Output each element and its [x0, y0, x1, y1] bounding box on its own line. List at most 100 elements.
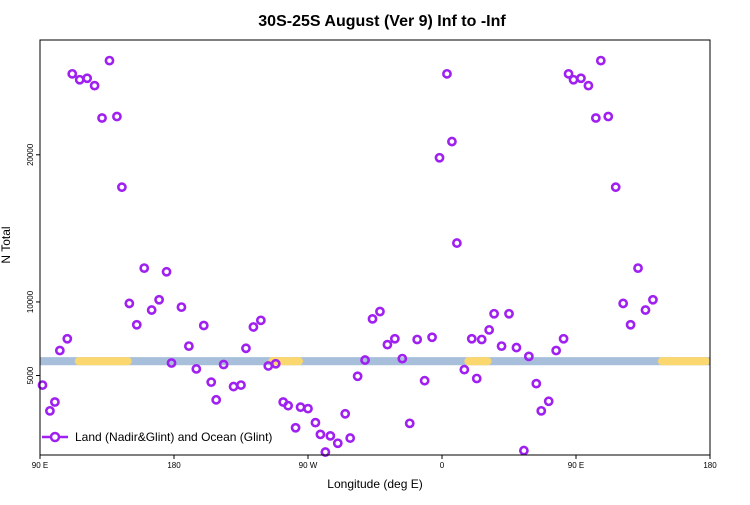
data-point [434, 152, 445, 163]
data-point [504, 308, 514, 319]
data-point [67, 68, 78, 79]
data-point [116, 182, 127, 193]
data-point [332, 438, 343, 449]
data-point [412, 334, 423, 345]
data-point [263, 361, 274, 371]
data-point [603, 111, 614, 122]
data-point [320, 447, 331, 457]
band-highlight-3 [657, 357, 710, 366]
data-point [536, 405, 547, 416]
data-point [218, 359, 229, 370]
data-point [360, 355, 370, 365]
x-tick-label: 180 [167, 461, 181, 470]
data-point [466, 333, 477, 344]
data-point [166, 358, 177, 368]
data-point [325, 430, 336, 441]
data-point [283, 400, 294, 411]
data-point [236, 380, 246, 390]
data-point [389, 333, 400, 344]
data-point [595, 55, 606, 66]
data-point [303, 403, 313, 414]
data-points [37, 55, 658, 457]
data-point [198, 320, 209, 331]
data-point [633, 263, 643, 274]
data-point [248, 322, 259, 332]
data-point [404, 418, 415, 429]
data-point [211, 394, 222, 405]
data-point [558, 333, 569, 344]
data-point [241, 343, 251, 354]
y-tick-label: 20000 [26, 143, 35, 166]
data-point [124, 298, 135, 309]
data-point [543, 396, 554, 407]
x-tick-label: 90 E [32, 461, 48, 470]
data-point [154, 294, 165, 305]
y-axis-label: N Total [0, 226, 13, 263]
y-tick-label: 10000 [26, 290, 35, 313]
data-point [74, 74, 85, 85]
data-point [104, 55, 115, 66]
data-point [551, 345, 562, 356]
data-point [610, 182, 621, 193]
data-point [459, 364, 470, 375]
data-point [183, 341, 194, 351]
x-tick-label: 180 [703, 461, 717, 470]
data-point [563, 68, 574, 79]
data-point [625, 319, 636, 330]
legend-marker-swatch [49, 431, 61, 443]
data-point [340, 408, 351, 419]
data-point [295, 402, 306, 413]
data-point [112, 111, 122, 122]
data-point [367, 313, 378, 324]
x-axis-ticks: 90 E 180 90 W 0 90 E 180 [32, 455, 717, 470]
data-point [206, 377, 217, 388]
data-point [511, 342, 522, 353]
data-point [228, 381, 239, 392]
data-point [618, 298, 629, 309]
plot-frame [39, 39, 711, 456]
data-point [518, 445, 529, 456]
data-band [40, 357, 710, 366]
data-point [427, 332, 437, 343]
data-point [531, 378, 542, 389]
band-base [40, 357, 710, 366]
data-point [375, 306, 385, 317]
x-tick-label: 0 [440, 461, 445, 470]
data-point [49, 397, 60, 407]
data-point [255, 315, 266, 326]
chart-title: 30S-25S August (Ver 9) Inf to -Inf [258, 13, 506, 30]
data-point [523, 351, 534, 362]
data-point [476, 334, 487, 345]
data-point [419, 375, 430, 386]
data-point [176, 302, 187, 313]
data-point [590, 113, 601, 123]
data-point [82, 73, 93, 84]
data-point [290, 422, 301, 433]
data-point [131, 319, 142, 330]
data-point [442, 68, 452, 79]
data-point [37, 380, 48, 390]
y-axis-ticks: 5000 10000 20000 [26, 143, 40, 384]
data-point [315, 429, 326, 440]
x-tick-label: 90 E [568, 461, 584, 470]
data-point [471, 373, 482, 384]
data-point [270, 358, 281, 369]
data-point [146, 305, 157, 315]
data-point [54, 345, 65, 356]
y-tick-label: 5000 [26, 366, 35, 384]
data-point [345, 433, 356, 443]
data-point [191, 364, 202, 374]
data-point [139, 263, 150, 274]
x-tick-label: 90 W [299, 461, 318, 470]
data-point [496, 341, 507, 351]
legend: Land (Nadir&Glint) and Ocean (Glint) [42, 430, 272, 444]
data-point [568, 74, 579, 85]
data-point [397, 353, 408, 364]
band-highlight-2 [464, 357, 492, 366]
data-point [484, 325, 495, 335]
data-point [583, 80, 594, 91]
legend-label: Land (Nadir&Glint) and Ocean (Glint) [75, 430, 272, 444]
data-point [89, 80, 100, 91]
